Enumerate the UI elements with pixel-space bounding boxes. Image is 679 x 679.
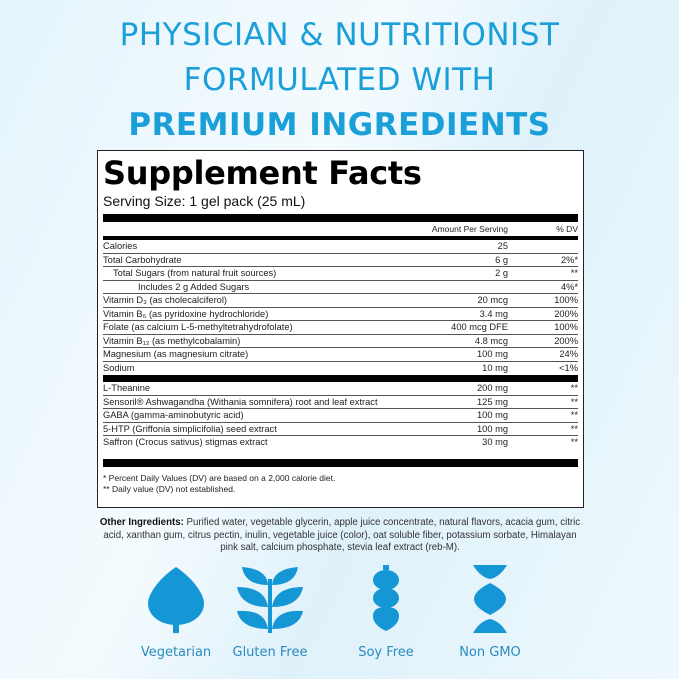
dna-icon <box>473 565 507 633</box>
row-amount: 100 mg <box>476 349 508 359</box>
row-name: Calories <box>103 241 138 251</box>
row-dv: 200% <box>554 335 578 346</box>
divider <box>103 214 578 222</box>
row-amount: 6 g <box>495 254 508 265</box>
column-header: Amount Per Serving % DV <box>103 222 578 236</box>
badge-soy-free: Soy Free <box>331 565 441 660</box>
badge-label: Vegetarian <box>140 645 212 660</box>
row-amount: 10 mg <box>482 362 508 373</box>
row-dv: 100% <box>554 295 578 305</box>
row-dv: <1% <box>559 362 578 373</box>
row-amount: 125 mg <box>476 396 508 407</box>
row-dv: ** <box>570 383 578 393</box>
soybean-icon <box>373 565 399 631</box>
row-dv: 4%* <box>560 281 578 292</box>
headline-line-3: PREMIUM INGREDIENTS <box>128 107 551 143</box>
row-dv: 2%* <box>560 254 578 265</box>
row-name: 5-HTP (Griffonia simplicifolia) seed ext… <box>103 423 277 434</box>
leaf-icon <box>148 567 204 633</box>
row-name: Sensoril® Ashwagandha (Withania somnifer… <box>103 396 378 407</box>
row-dv: ** <box>570 396 578 407</box>
row-amount: 100 mg <box>476 410 508 420</box>
headline-line-2: FORMULATED WITH <box>183 62 496 98</box>
footnote-dv: * Percent Daily Values (DV) are based on… <box>103 472 336 483</box>
other-ingredient-list: L-Theanine 200 mg ** Sensoril® Ashwagandha … <box>103 382 578 449</box>
divider <box>103 458 578 467</box>
badge-label: Gluten Free <box>232 645 308 660</box>
divider <box>103 375 578 382</box>
row-amount: 4.8 mcg <box>474 335 508 346</box>
table-row: Magnesium (as magnesium citrate) 100 mg 24… <box>103 347 578 361</box>
row-dv: 200% <box>554 308 578 319</box>
table-row: Total Carbohydrate 6 g 2%* <box>103 252 578 267</box>
row-name: L-Theanine <box>103 383 151 393</box>
badge-label: Non GMO <box>459 645 521 660</box>
table-row: Vitamin B₆ (as pyridoxine hydrochloride)… <box>103 306 578 321</box>
nutrient-list: Calories 25 Total Carbohydrate 6 g 2%* Total … <box>103 240 578 374</box>
row-name: Includes 2 g Added Sugars <box>138 281 250 292</box>
table-row: GABA (gamma-aminobutyric acid) 100 mg ** <box>103 408 578 422</box>
row-name: Total Sugars (from natural fruit sources… <box>113 268 277 278</box>
row-amount: 25 <box>497 241 508 251</box>
row-name: Vitamin D₃ (as cholecalciferol) <box>103 295 228 305</box>
row-amount: 2 g <box>495 268 508 278</box>
row-name: Magnesium (as magnesium citrate) <box>103 349 249 359</box>
badge-label: Soy Free <box>358 645 414 660</box>
table-row: Calories 25 <box>103 240 578 253</box>
row-name: Folate (as calcium L-5-methyltetrahydrof… <box>103 322 293 332</box>
table-row: Includes 2 g Added Sugars 4%* <box>103 279 578 294</box>
badge-gluten-free: Gluten Free <box>215 565 325 660</box>
facts-title: Supplement Facts <box>103 154 422 192</box>
row-dv: ** <box>570 437 578 447</box>
row-name: Vitamin B₆ (as pyridoxine hydrochloride) <box>103 308 269 319</box>
supplement-facts-panel: Supplement Facts Serving Size: 1 gel pac… <box>97 150 584 508</box>
row-dv: ** <box>570 423 578 434</box>
other-ingredients-label: Other Ingredients: <box>99 517 184 528</box>
table-row: Saffron (Crocus sativus) stigmas extract… <box>103 435 578 449</box>
row-dv: 24% <box>559 349 578 359</box>
wheat-icon <box>237 567 303 633</box>
footnote-not-established: ** Daily value (DV) not established. <box>103 483 236 494</box>
row-name: Saffron (Crocus sativus) stigmas extract <box>103 437 268 447</box>
table-row: Total Sugars (from natural fruit sources… <box>103 266 578 280</box>
row-name: Sodium <box>103 362 135 373</box>
other-ingredients-text: Purified water, vegetable glycerin, appl… <box>103 517 581 553</box>
row-amount: 20 mcg <box>477 295 509 305</box>
table-row: Sodium 10 mg <1% <box>103 360 578 375</box>
row-name: Total Carbohydrate <box>103 254 182 265</box>
row-name: GABA (gamma-aminobutyric acid) <box>103 410 244 420</box>
row-dv: 100% <box>554 322 578 332</box>
row-amount: 200 mg <box>476 383 508 393</box>
other-ingredients: Other Ingredients: Purified water, veget… <box>96 517 584 555</box>
table-row: Folate (as calcium L-5-methyltetrahydrof… <box>103 320 578 334</box>
table-row: Sensoril® Ashwagandha (Withania somnifer… <box>103 394 578 409</box>
row-amount: 3.4 mg <box>479 308 508 319</box>
divider <box>103 236 578 240</box>
table-row: 5-HTP (Griffonia simplicifolia) seed ext… <box>103 421 578 436</box>
row-dv: ** <box>570 268 578 278</box>
table-row: Vitamin D₃ (as cholecalciferol) 20 mcg 100… <box>103 293 578 307</box>
badge-vegetarian: Vegetarian <box>121 565 231 660</box>
badge-non-gmo: Non GMO <box>435 565 545 660</box>
dv-header: % DV <box>556 224 578 234</box>
row-amount: 400 mcg DFE <box>451 322 508 332</box>
serving-size: Serving Size: 1 gel pack (25 mL) <box>103 193 306 209</box>
row-amount: 30 mg <box>482 437 508 447</box>
row-amount <box>418 281 538 294</box>
row-dv: ** <box>570 410 578 420</box>
row-amount: 100 mg <box>476 423 508 434</box>
row-name: Vitamin B₁₂ (as methylcobalamin) <box>103 335 241 346</box>
row-dv <box>538 240 578 253</box>
amount-header: Amount Per Serving <box>431 224 508 234</box>
headline-line-1: PHYSICIAN & NUTRITIONIST <box>119 17 560 53</box>
table-row: Vitamin B₁₂ (as methylcobalamin) 4.8 mcg 2… <box>103 333 578 348</box>
table-row: L-Theanine 200 mg ** <box>103 382 578 395</box>
